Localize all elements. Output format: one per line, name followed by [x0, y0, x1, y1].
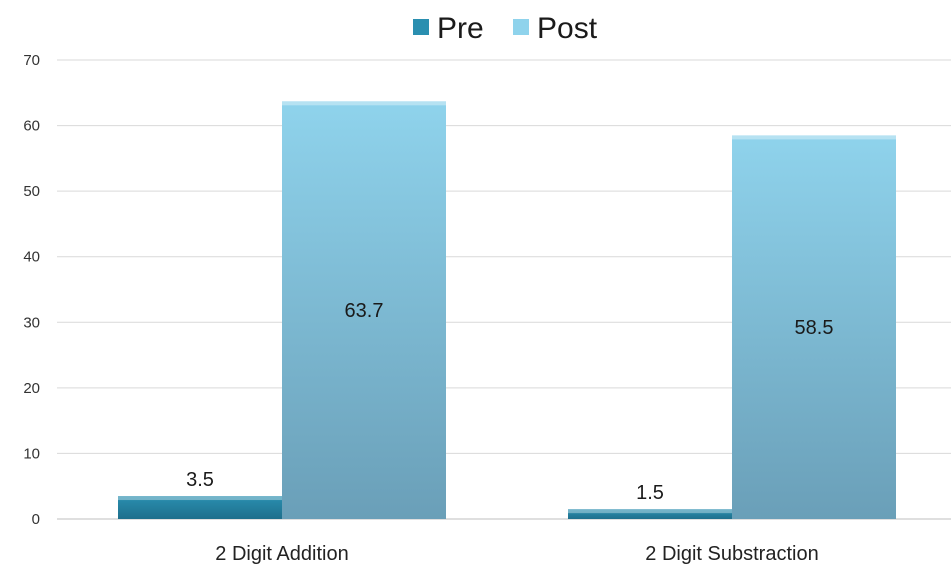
- legend-swatch-pre: [413, 19, 429, 35]
- gridlines: [57, 59, 951, 520]
- y-tick-label: 50: [23, 183, 40, 200]
- y-tick-label: 20: [23, 380, 40, 397]
- bar-pre-1: [118, 496, 282, 519]
- data-label-pre-1: 3.5: [186, 469, 214, 491]
- data-label-pre-2: 1.5: [636, 482, 664, 504]
- category-label: 2 Digit Substraction: [645, 543, 818, 565]
- y-tick-label: 10: [23, 445, 40, 462]
- y-tick-label: 60: [23, 118, 40, 135]
- bar-pre-2: [568, 509, 732, 519]
- data-label-post-2: 58.5: [795, 317, 834, 339]
- bar-highlight: [282, 101, 446, 106]
- y-tick-label: 40: [23, 249, 40, 266]
- bar-highlight: [568, 509, 732, 514]
- x-axis-categories: 2 Digit Addition 2 Digit Substraction: [215, 543, 818, 565]
- data-label-post-1: 63.7: [345, 300, 384, 322]
- y-tick-label: 70: [23, 52, 40, 69]
- y-axis-ticks: 0 10 20 30 40 50 60 70: [23, 52, 40, 528]
- bar-highlight: [732, 135, 896, 140]
- data-labels: 3.5 63.7 1.5 58.5: [186, 300, 833, 504]
- legend: Pre Post: [413, 12, 598, 45]
- bars: [118, 101, 896, 519]
- y-tick-label: 0: [32, 511, 40, 528]
- bar-post-2: [732, 135, 896, 519]
- bar-highlight: [118, 496, 282, 501]
- legend-label-pre: Pre: [437, 12, 484, 45]
- y-tick-label: 30: [23, 314, 40, 331]
- bar-post-1: [282, 101, 446, 519]
- legend-swatch-post: [513, 19, 529, 35]
- legend-label-post: Post: [537, 12, 598, 45]
- category-label: 2 Digit Addition: [215, 543, 348, 565]
